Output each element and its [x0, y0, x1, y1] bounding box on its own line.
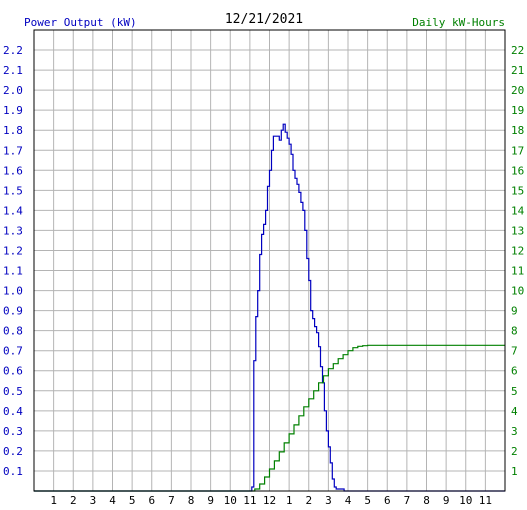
- left-tick-label: 1.5: [3, 184, 23, 197]
- x-tick-label: 11: [479, 494, 492, 507]
- left-tick-label: 0.4: [3, 405, 23, 418]
- right-tick-label: 1: [511, 465, 518, 478]
- x-tick-label: 11: [243, 494, 256, 507]
- right-tick-label: 19: [511, 104, 524, 117]
- x-tick-label: 2: [305, 494, 312, 507]
- x-tick-label: 2: [70, 494, 77, 507]
- right-tick-label: 17: [511, 144, 524, 157]
- left-tick-label: 1.0: [3, 285, 23, 298]
- x-tick-label: 3: [325, 494, 332, 507]
- left-tick-label: 0.6: [3, 365, 23, 378]
- right-tick-label: 6: [511, 365, 518, 378]
- right-tick-label: 7: [511, 345, 518, 358]
- right-tick-label: 22: [511, 44, 524, 57]
- right-tick-label: 15: [511, 184, 524, 197]
- left-axis-label: Power Output (kW): [24, 16, 137, 29]
- left-tick-label: 2.1: [3, 64, 23, 77]
- right-tick-label: 9: [511, 305, 518, 318]
- x-tick-label: 3: [90, 494, 97, 507]
- x-tick-label: 6: [384, 494, 391, 507]
- power-output-line: [34, 123, 505, 492]
- right-tick-label: 18: [511, 124, 524, 137]
- left-tick-label: 0.1: [3, 465, 23, 478]
- left-tick-label: 1.3: [3, 224, 23, 237]
- plot-frame: [33, 29, 506, 492]
- left-tick-label: 1.9: [3, 104, 23, 117]
- right-tick-label: 12: [511, 244, 524, 257]
- axis-labels: 1 2 3 4 5 6 7 8 9 10 11 12 1 2 3 4 5 6 7 8 9 10 110.10.20.30.4…: [3, 44, 525, 507]
- left-tick-label: 1.4: [3, 204, 23, 217]
- data-series: [34, 123, 505, 492]
- left-tick-label: 0.8: [3, 325, 23, 338]
- x-tick-label: 6: [148, 494, 155, 507]
- left-tick-label: 1.1: [3, 265, 23, 278]
- x-tick-label: 12: [263, 494, 276, 507]
- left-tick-label: 1.8: [3, 124, 23, 137]
- x-tick-label: 5: [364, 494, 371, 507]
- left-tick-label: 1.7: [3, 144, 23, 157]
- right-tick-label: 20: [511, 84, 524, 97]
- x-tick-label: 9: [207, 494, 214, 507]
- right-tick-label: 2: [511, 445, 518, 458]
- x-tick-label: 10: [459, 494, 472, 507]
- left-tick-label: 1.2: [3, 244, 23, 257]
- x-tick-label: 4: [109, 494, 116, 507]
- x-tick-label: 5: [129, 494, 136, 507]
- right-tick-label: 14: [511, 204, 525, 217]
- left-tick-label: 0.5: [3, 385, 23, 398]
- x-tick-label: 1: [50, 494, 57, 507]
- right-tick-label: 8: [511, 325, 518, 338]
- left-tick-label: 2.0: [3, 84, 23, 97]
- left-tick-label: 0.2: [3, 445, 23, 458]
- x-tick-label: 8: [423, 494, 430, 507]
- x-tick-label: 8: [188, 494, 195, 507]
- right-tick-label: 10: [511, 285, 524, 298]
- x-tick-label: 7: [404, 494, 411, 507]
- right-tick-label: 3: [511, 425, 518, 438]
- x-tick-label: 4: [345, 494, 352, 507]
- right-tick-label: 4: [511, 405, 518, 418]
- right-tick-label: 11: [511, 265, 524, 278]
- x-tick-label: 7: [168, 494, 175, 507]
- right-axis-label: Daily kW-Hours: [412, 16, 505, 29]
- x-tick-label: 10: [224, 494, 237, 507]
- left-tick-label: 0.9: [3, 305, 23, 318]
- left-tick-label: 2.2: [3, 44, 23, 57]
- right-tick-label: 16: [511, 164, 524, 177]
- left-tick-label: 0.7: [3, 345, 23, 358]
- right-tick-label: 21: [511, 64, 524, 77]
- right-tick-label: 13: [511, 224, 524, 237]
- chart-title: 12/21/2021: [225, 12, 303, 27]
- grid-lines: [34, 30, 505, 491]
- daily-kwh-line: [34, 344, 505, 492]
- left-tick-label: 0.3: [3, 425, 23, 438]
- x-tick-label: 1: [286, 494, 293, 507]
- right-tick-label: 5: [511, 385, 518, 398]
- x-tick-label: 9: [443, 494, 450, 507]
- left-tick-label: 1.6: [3, 164, 23, 177]
